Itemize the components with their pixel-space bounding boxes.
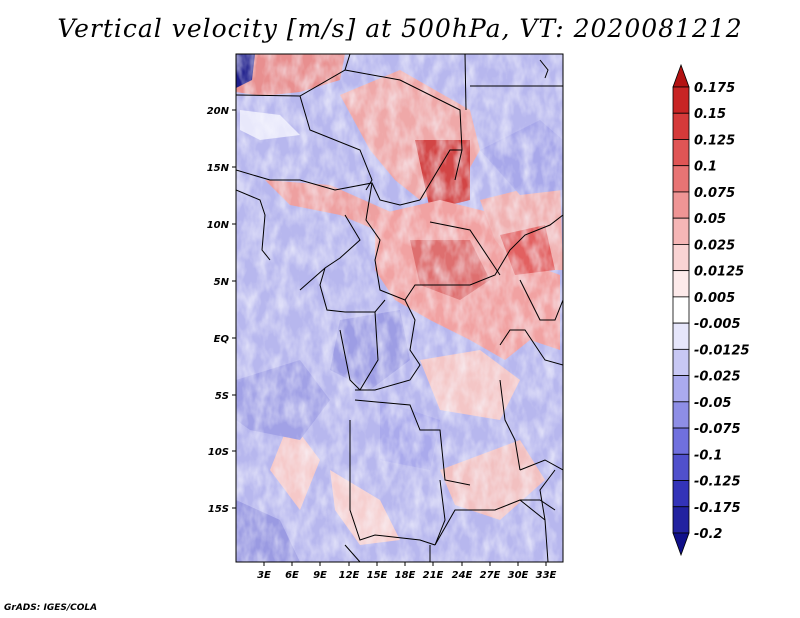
colorbar-label: 0.025 xyxy=(694,238,735,253)
colorbar-segment xyxy=(672,401,690,429)
country-borders xyxy=(236,54,563,562)
colorbar-segment xyxy=(672,348,690,376)
colorbar-label: 0.05 xyxy=(694,212,726,227)
colorbar-segment xyxy=(672,244,690,272)
colorbar-label: 0.075 xyxy=(694,186,735,201)
lon-label: 9E xyxy=(313,570,327,581)
lon-label: 27E xyxy=(480,570,501,581)
colorbar-segment xyxy=(672,480,690,508)
colorbar-label: 0.15 xyxy=(694,107,726,122)
lon-label: 33E xyxy=(536,570,557,581)
lat-label: 5N xyxy=(214,277,230,288)
colorbar-segment xyxy=(672,191,690,219)
lat-label: 15N xyxy=(207,163,230,174)
lon-label: 6E xyxy=(285,570,299,581)
lat-label: 15S xyxy=(208,504,229,515)
map-title: Vertical velocity [m/s] at 500hPa, VT: 2… xyxy=(57,14,743,43)
colorbar-label: -0.005 xyxy=(694,317,741,332)
colorbar-label: 0.005 xyxy=(694,291,735,306)
lon-label: 30E xyxy=(508,570,529,581)
lon-label: 21E xyxy=(423,570,444,581)
colorbar-segment xyxy=(672,506,690,534)
colorbar-label: -0.2 xyxy=(694,527,722,542)
colorbar-segment xyxy=(672,165,690,193)
colorbar-segment xyxy=(672,427,690,455)
longitude-axis: 3E 6E 9E 12E 15E 18E 21E 24E 27E 30E 33E xyxy=(257,562,557,581)
colorbar-label: -0.0125 xyxy=(694,343,750,358)
colorbar-segment xyxy=(672,453,690,481)
grads-credit: GrADS: IGES/COLA xyxy=(4,603,98,613)
colorbar-segment xyxy=(672,86,690,114)
lon-label: 15E xyxy=(367,570,388,581)
colorbar-top-arrow xyxy=(672,63,690,88)
colorbar-segment xyxy=(672,375,690,403)
latitude-axis: 20N 15N 10N 5N EQ 5S 10S 15S xyxy=(207,106,236,515)
lat-label: 20N xyxy=(207,106,230,117)
lat-label: 10N xyxy=(207,220,230,231)
lon-label: 3E xyxy=(257,570,271,581)
velocity-field xyxy=(236,54,563,562)
colorbar-label: -0.025 xyxy=(694,370,741,385)
lat-label: EQ xyxy=(214,334,230,345)
colorbar-label: -0.125 xyxy=(694,475,741,490)
colorbar-label: -0.175 xyxy=(694,501,741,516)
colorbar-label: -0.075 xyxy=(694,422,741,437)
lat-label: 5S xyxy=(215,391,229,402)
colorbar: 0.175 0.15 0.125 0.1 0.075 0.05 0.025 0.0125 0.0… xyxy=(672,63,750,557)
lon-label: 12E xyxy=(339,570,360,581)
colorbar-label: -0.05 xyxy=(694,396,731,411)
lat-label: 10S xyxy=(208,447,229,458)
colorbar-bottom-arrow xyxy=(672,532,690,557)
colorbar-segment xyxy=(672,270,690,298)
colorbar-segment xyxy=(672,217,690,245)
colorbar-segment xyxy=(672,139,690,167)
lon-label: 24E xyxy=(452,570,473,581)
colorbar-segment xyxy=(672,296,690,324)
map-frame xyxy=(235,53,564,563)
colorbar-label: 0.1 xyxy=(694,160,717,175)
colorbar-segment xyxy=(672,112,690,140)
colorbar-segment xyxy=(672,322,690,350)
colorbar-label: 0.175 xyxy=(694,81,735,96)
lon-label: 18E xyxy=(395,570,416,581)
colorbar-label: -0.1 xyxy=(694,448,722,463)
colorbar-label: 0.125 xyxy=(694,133,735,148)
colorbar-label: 0.0125 xyxy=(694,265,744,280)
